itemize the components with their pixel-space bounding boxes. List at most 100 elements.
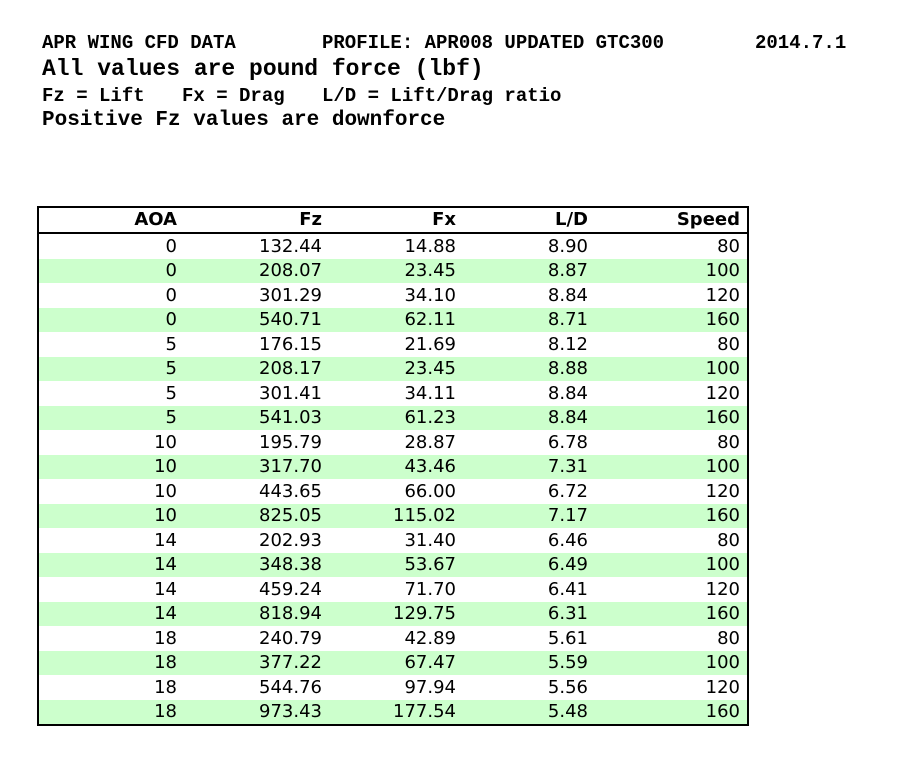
table-cell: 5: [38, 332, 184, 357]
table-cell: 97.94: [329, 675, 463, 700]
table-cell: 120: [595, 381, 748, 406]
table-cell: 5.61: [463, 626, 595, 651]
table-cell: 100: [595, 356, 748, 381]
legend-fz: Fz = Lift: [42, 85, 145, 107]
table-row: 5 176.15 21.69 8.12 80: [38, 332, 748, 357]
table-cell: 31.40: [329, 528, 463, 553]
table-cell: 8.84: [463, 283, 595, 308]
table-cell: 6.72: [463, 479, 595, 504]
table-row: 5 208.17 23.45 8.88 100: [38, 356, 748, 381]
table-cell: 5.48: [463, 699, 595, 725]
table-cell: 301.29: [184, 283, 329, 308]
table-cell: 129.75: [329, 601, 463, 626]
table-cell: 160: [595, 307, 748, 332]
table-cell: 208.07: [184, 258, 329, 283]
table-cell: 0: [38, 258, 184, 283]
table-cell: 8.84: [463, 405, 595, 430]
table-cell: 18: [38, 650, 184, 675]
table-row: 5 301.41 34.11 8.84 120: [38, 381, 748, 406]
table-cell: 6.31: [463, 601, 595, 626]
table-cell: 10: [38, 503, 184, 528]
table-cell: 6.46: [463, 528, 595, 553]
table-cell: 100: [595, 258, 748, 283]
table-cell: 8.90: [463, 233, 595, 259]
table-row: 14 818.94 129.75 6.31 160: [38, 601, 748, 626]
legend-fx: Fx = Drag: [182, 85, 285, 107]
table-cell: 6.49: [463, 552, 595, 577]
table-cell: 7.31: [463, 454, 595, 479]
table-cell: 825.05: [184, 503, 329, 528]
table-cell: 80: [595, 332, 748, 357]
table-cell: 34.11: [329, 381, 463, 406]
table-cell: 14: [38, 552, 184, 577]
table-cell: 34.10: [329, 283, 463, 308]
table-cell: 100: [595, 454, 748, 479]
table-row: 14 348.38 53.67 6.49 100: [38, 552, 748, 577]
table-cell: 43.46: [329, 454, 463, 479]
table-cell: 18: [38, 675, 184, 700]
table-cell: 541.03: [184, 405, 329, 430]
doc-title: APR WING CFD DATA: [42, 32, 236, 54]
table-cell: 8.12: [463, 332, 595, 357]
col-header-fx: Fx: [329, 207, 463, 234]
table-row: 5 541.03 61.23 8.84 160: [38, 405, 748, 430]
table-cell: 5.56: [463, 675, 595, 700]
table-cell: 160: [595, 503, 748, 528]
table-cell: 195.79: [184, 430, 329, 455]
table-cell: 14: [38, 601, 184, 626]
table-row: 18 973.43 177.54 5.48 160: [38, 699, 748, 725]
table-cell: 540.71: [184, 307, 329, 332]
table-cell: 100: [595, 552, 748, 577]
table-cell: 18: [38, 699, 184, 725]
table-cell: 377.22: [184, 650, 329, 675]
table-cell: 544.76: [184, 675, 329, 700]
downforce-note: Positive Fz values are downforce: [42, 109, 446, 132]
table-cell: 23.45: [329, 258, 463, 283]
table-cell: 61.23: [329, 405, 463, 430]
table-cell: 28.87: [329, 430, 463, 455]
table-row: 10 825.05 115.02 7.17 160: [38, 503, 748, 528]
table-cell: 71.70: [329, 577, 463, 602]
col-header-fz: Fz: [184, 207, 329, 234]
table-cell: 53.67: [329, 552, 463, 577]
table-cell: 14: [38, 528, 184, 553]
table-cell: 120: [595, 675, 748, 700]
table-cell: 443.65: [184, 479, 329, 504]
table-cell: 80: [595, 233, 748, 259]
table-cell: 6.78: [463, 430, 595, 455]
table-cell: 5: [38, 405, 184, 430]
table-cell: 62.11: [329, 307, 463, 332]
header-line-1: APR WING CFD DATA PROFILE: APR008 UPDATE…: [0, 32, 846, 120]
table-cell: 23.45: [329, 356, 463, 381]
table-cell: 120: [595, 283, 748, 308]
table-row: 18 377.22 67.47 5.59 100: [38, 650, 748, 675]
table-cell: 5: [38, 381, 184, 406]
table-cell: 14.88: [329, 233, 463, 259]
table-cell: 7.17: [463, 503, 595, 528]
table-row: 10 443.65 66.00 6.72 120: [38, 479, 748, 504]
table-cell: 5: [38, 356, 184, 381]
table-cell: 10: [38, 479, 184, 504]
table-cell: 120: [595, 479, 748, 504]
table-cell: 5.59: [463, 650, 595, 675]
version-label: 2014.7.1: [755, 32, 847, 54]
table-cell: 42.89: [329, 626, 463, 651]
col-header-ld: L/D: [463, 207, 595, 234]
table-cell: 202.93: [184, 528, 329, 553]
units-note: All values are pound force (lbf): [42, 56, 484, 82]
table-cell: 176.15: [184, 332, 329, 357]
table-cell: 120: [595, 577, 748, 602]
table-row: 0 132.44 14.88 8.90 80: [38, 233, 748, 259]
table-cell: 10: [38, 454, 184, 479]
legend-line: Fz = Lift Fx = Drag L/D = Lift/Drag rati…: [0, 85, 561, 173]
table-cell: 80: [595, 528, 748, 553]
table-cell: 160: [595, 405, 748, 430]
table-cell: 177.54: [329, 699, 463, 725]
table-row: 18 544.76 97.94 5.56 120: [38, 675, 748, 700]
table-cell: 8.71: [463, 307, 595, 332]
table-cell: 301.41: [184, 381, 329, 406]
table-cell: 348.38: [184, 552, 329, 577]
table-cell: 160: [595, 699, 748, 725]
profile-label: PROFILE: APR008 UPDATED GTC300: [322, 32, 665, 54]
table-cell: 240.79: [184, 626, 329, 651]
